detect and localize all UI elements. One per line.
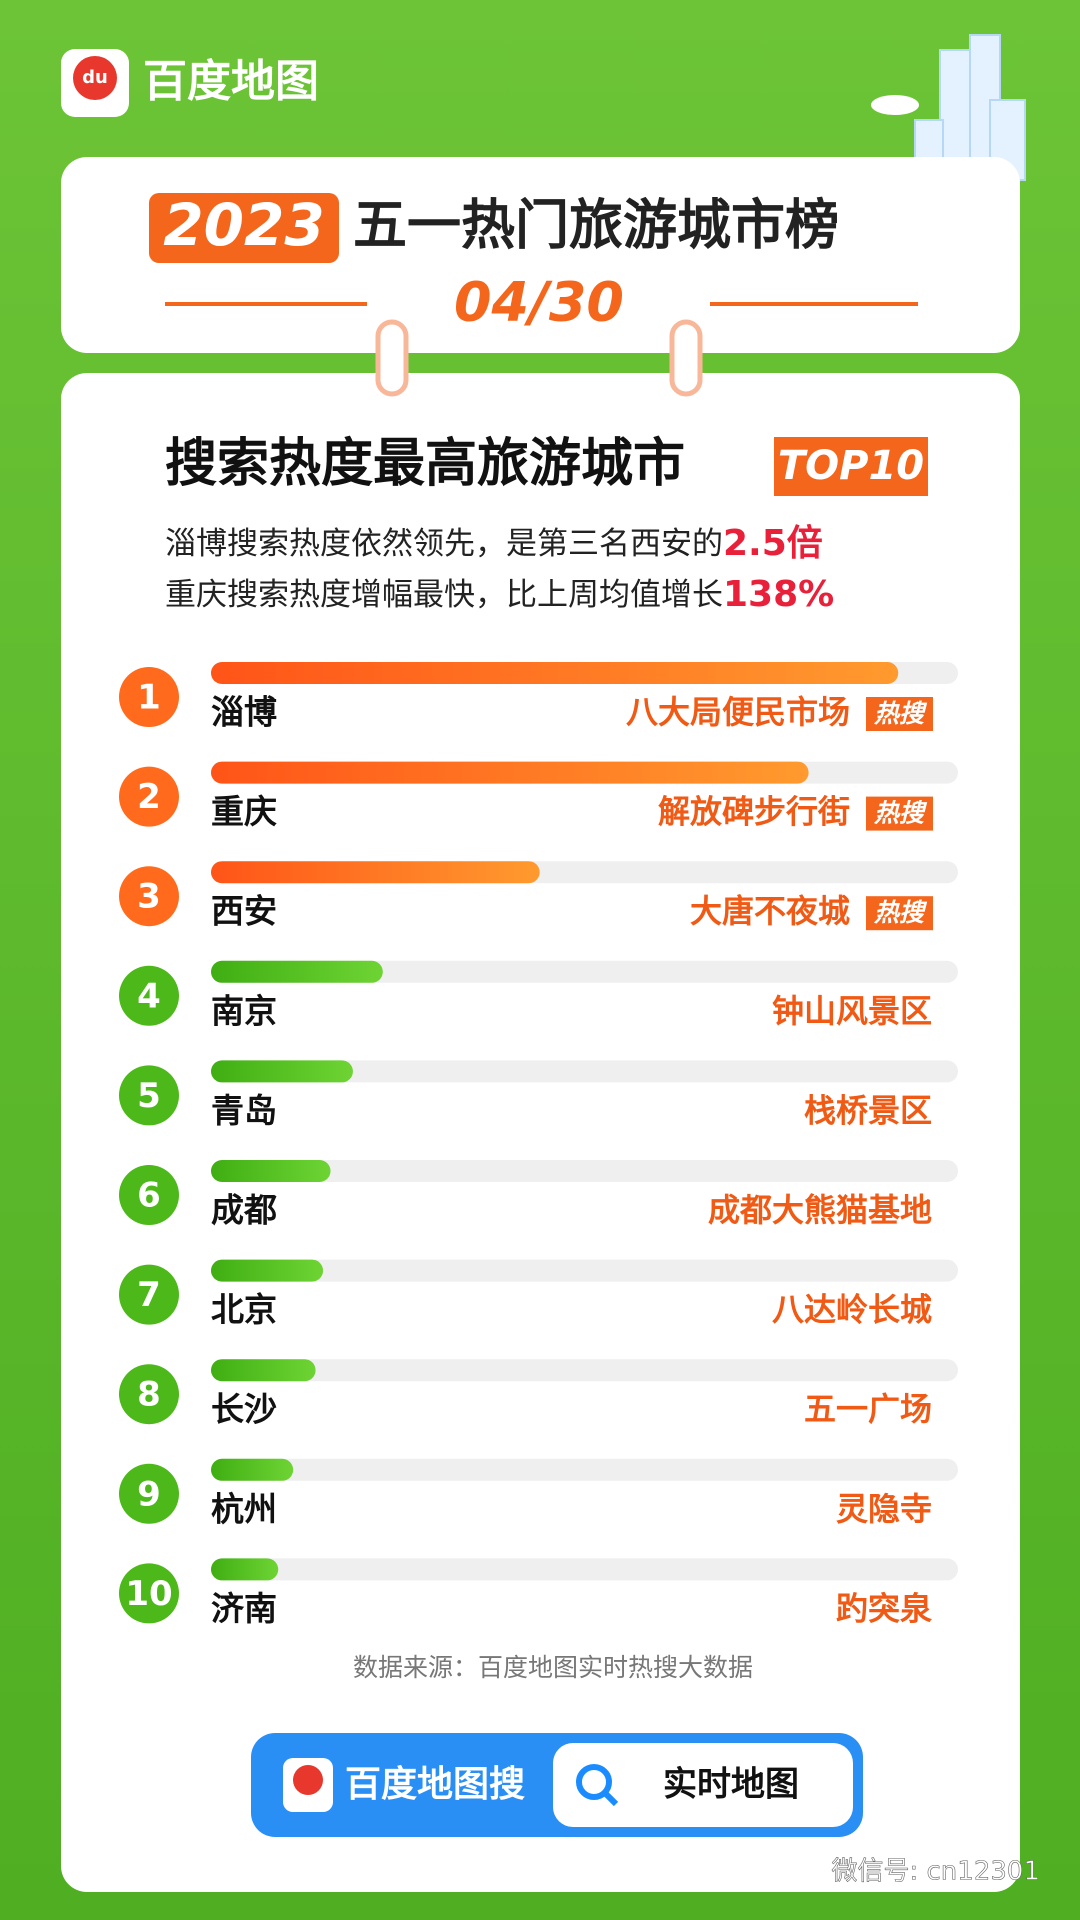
bar <box>211 1259 324 1282</box>
hot-spot: 大唐不夜城 <box>690 892 850 930</box>
bar <box>211 960 383 983</box>
hot-spot: 八达岭长城 <box>772 1291 932 1329</box>
bar-track <box>211 1558 958 1581</box>
ring <box>669 319 703 397</box>
list-card <box>61 373 1020 1892</box>
city: 南京 <box>211 991 277 1030</box>
hot-tag: 热搜 <box>873 898 928 927</box>
bar <box>211 1359 316 1382</box>
bar <box>211 1060 353 1083</box>
ring <box>375 319 409 397</box>
search-icon <box>602 1790 619 1807</box>
hot-tag-box <box>866 896 933 931</box>
brand: 百度地图 <box>143 56 319 107</box>
rank: 8 <box>137 1375 161 1415</box>
bar <box>211 1458 294 1481</box>
watermark: 微信号: cn12301 <box>831 1857 1040 1887</box>
date: 04/30 <box>454 271 624 334</box>
bar-track <box>211 1458 958 1481</box>
city: 北京 <box>211 1290 277 1329</box>
rank: 4 <box>137 976 161 1016</box>
rank: 2 <box>137 777 161 817</box>
bar <box>211 1160 331 1182</box>
hot-spot: 解放碑步行街 <box>658 793 850 831</box>
rank: 3 <box>137 877 161 917</box>
rank-circle <box>119 667 179 727</box>
logo-pin <box>73 56 117 100</box>
subtitle-highlight: 2.5倍 <box>723 523 823 564</box>
cloud <box>871 95 919 115</box>
subtitle: 重庆搜索热度增幅最快，比上周均值增长138% <box>165 574 834 615</box>
city: 西安 <box>211 892 277 931</box>
city: 青岛 <box>211 1091 277 1130</box>
rank: 9 <box>137 1474 161 1514</box>
rank-circle <box>119 1364 179 1425</box>
rank: 5 <box>137 1076 161 1116</box>
year: 2023 <box>163 191 324 259</box>
search-logo-pin <box>293 1765 323 1795</box>
hot-spot: 趵突泉 <box>836 1589 932 1627</box>
rank: 10 <box>125 1574 172 1614</box>
rank-circle <box>119 1463 179 1524</box>
bar-track <box>211 960 958 983</box>
hot-spot: 灵隐寺 <box>836 1490 932 1528</box>
subtitle: 淄博搜索热度依然领先，是第三名西安的2.5倍 <box>165 523 823 564</box>
rank-circle <box>119 866 179 927</box>
rank-circle <box>119 1065 179 1126</box>
bar-track <box>211 1259 958 1282</box>
rank-circle <box>119 766 179 827</box>
hot-tag: 热搜 <box>873 799 928 828</box>
rank: 1 <box>137 678 161 718</box>
hot-spot: 钟山风景区 <box>772 992 932 1030</box>
rank-circle <box>119 965 179 1026</box>
hot-tag-box <box>866 796 933 831</box>
rank-circle <box>119 1264 179 1325</box>
bar-track <box>211 1060 958 1083</box>
rank: 6 <box>137 1176 161 1216</box>
top-badge-text: TOP10 <box>778 443 924 489</box>
city: 杭州 <box>211 1489 277 1528</box>
bar <box>211 861 540 884</box>
hot-spot: 五一广场 <box>804 1390 932 1428</box>
search-icon <box>576 1764 612 1800</box>
bar <box>211 662 899 684</box>
source: 数据来源：百度地图实时热搜大数据 <box>353 1653 753 1682</box>
bar-track <box>211 1359 958 1382</box>
bar <box>211 761 809 784</box>
logo-mark: du <box>82 67 108 88</box>
subtitle-text: 重庆搜索热度增幅最快，比上周均值增长 <box>165 577 723 613</box>
subtitle-text: 淄博搜索热度依然领先，是第三名西安的 <box>165 526 723 562</box>
rank-circle <box>119 1165 179 1225</box>
bar-track <box>211 1160 958 1182</box>
search-text: 实时地图 <box>663 1765 799 1805</box>
hot-tag-box <box>866 697 933 731</box>
search-brand: 百度地图搜 <box>345 1764 525 1805</box>
main-title: 五一热门旅游城市榜 <box>353 194 839 257</box>
top-badge <box>774 437 928 496</box>
search-box[interactable] <box>553 1743 853 1827</box>
hot-spot: 八大局便民市场 <box>626 693 850 731</box>
city: 成都 <box>211 1191 277 1230</box>
hot-spot: 成都大熊猫基地 <box>708 1191 932 1229</box>
hot-spot: 栈桥景区 <box>804 1091 932 1129</box>
hot-tag: 热搜 <box>873 699 928 728</box>
chart-title: 搜索热度最高旅游城市 <box>165 434 685 494</box>
rank: 7 <box>137 1275 161 1315</box>
city: 济南 <box>211 1589 277 1628</box>
bar <box>211 1558 279 1581</box>
city: 淄博 <box>211 693 277 732</box>
city: 重庆 <box>211 792 277 831</box>
rank-circle <box>119 1563 179 1624</box>
subtitle-highlight: 138% <box>723 574 834 615</box>
year-badge <box>149 193 339 263</box>
city: 长沙 <box>211 1390 277 1429</box>
